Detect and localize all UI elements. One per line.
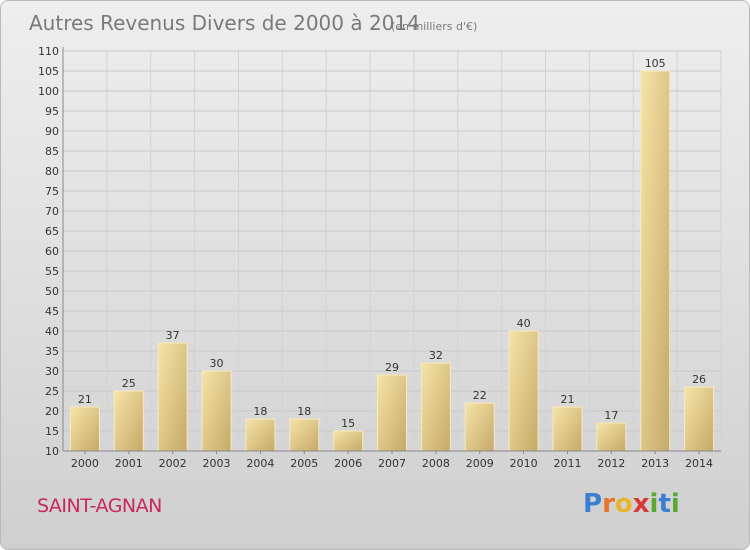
data-label: 26 — [692, 373, 706, 386]
y-tick-label: 70 — [45, 205, 59, 218]
bar — [420, 362, 451, 452]
data-label: 37 — [166, 329, 180, 342]
logo-letter: t — [658, 489, 671, 519]
bar — [464, 402, 495, 452]
y-tick-label: 35 — [45, 345, 59, 358]
proxiti-logo: Proxiti — [583, 489, 680, 519]
y-tick-label: 65 — [45, 225, 59, 238]
bar — [508, 330, 539, 452]
data-label: 105 — [645, 57, 666, 70]
x-tick-label: 2004 — [246, 457, 274, 470]
bar — [69, 406, 100, 452]
logo-letter: i — [649, 489, 659, 519]
x-tick-label: 2007 — [378, 457, 406, 470]
logo-letter: x — [632, 489, 650, 519]
bars — [69, 70, 715, 452]
data-label: 29 — [385, 361, 399, 374]
bar — [113, 390, 144, 452]
data-label: 21 — [560, 393, 574, 406]
y-tick-label: 10 — [45, 445, 59, 458]
x-tick-label: 2003 — [203, 457, 231, 470]
data-label: 30 — [210, 357, 224, 370]
x-tick-label: 2008 — [422, 457, 450, 470]
logo-letter: r — [602, 489, 615, 519]
data-label: 18 — [253, 405, 267, 418]
y-tick-label: 25 — [45, 385, 59, 398]
bar — [640, 70, 671, 452]
data-label: 15 — [341, 417, 355, 430]
bar — [552, 406, 583, 452]
x-tick-label: 2006 — [334, 457, 362, 470]
y-tick-label: 55 — [45, 265, 59, 278]
x-tick-label: 2002 — [159, 457, 187, 470]
y-tick-label: 85 — [45, 145, 59, 158]
data-label: 32 — [429, 349, 443, 362]
bar — [377, 374, 407, 452]
x-tick-label: 2010 — [510, 457, 538, 470]
y-tick-label: 90 — [45, 125, 59, 138]
commune-name: SAINT-AGNAN — [37, 495, 162, 517]
y-tick-label: 50 — [45, 285, 59, 298]
y-tick-label: 20 — [45, 405, 59, 418]
y-tick-label: 75 — [45, 185, 59, 198]
y-tick-label: 40 — [45, 325, 59, 338]
y-tick-label: 110 — [38, 45, 59, 58]
bar — [245, 418, 276, 452]
bar — [684, 386, 715, 452]
x-tick-label: 2012 — [597, 457, 625, 470]
bar — [289, 418, 320, 452]
y-tick-label: 15 — [45, 425, 59, 438]
y-tick-label: 60 — [45, 245, 59, 258]
x-tick-label: 2001 — [115, 457, 143, 470]
x-tick-label: 2013 — [641, 457, 669, 470]
bar — [596, 422, 627, 452]
y-tick-label: 80 — [45, 165, 59, 178]
data-label: 21 — [78, 393, 92, 406]
bar — [201, 370, 232, 452]
data-label: 40 — [517, 317, 531, 330]
y-tick-label: 100 — [38, 85, 59, 98]
data-label: 17 — [604, 409, 618, 422]
x-tick-label: 2000 — [71, 457, 99, 470]
data-label: 25 — [122, 377, 136, 390]
y-tick-label: 95 — [45, 105, 59, 118]
x-tick-label: 2014 — [685, 457, 713, 470]
data-label: 18 — [297, 405, 311, 418]
data-label: 22 — [473, 389, 487, 402]
bar — [157, 342, 188, 452]
y-tick-label: 45 — [45, 305, 59, 318]
logo-letter: i — [670, 489, 680, 519]
chart-title: Autres Revenus Divers de 2000 à 2014 — [29, 11, 420, 35]
axes: 10 15 20 25 30 35 40 45 50 55 60 65 70 75 80 85 90 95 100 1… — [38, 45, 721, 470]
x-tick-label: 2009 — [466, 457, 494, 470]
x-tick-label: 2011 — [553, 457, 581, 470]
chart-subtitle: (en milliers d'€) — [391, 20, 477, 33]
y-tick-label: 30 — [45, 365, 59, 378]
bar — [333, 430, 364, 452]
logo-letter: P — [583, 489, 603, 519]
logo-letter: o — [614, 489, 633, 519]
x-tick-label: 2005 — [290, 457, 318, 470]
y-tick-label: 105 — [38, 65, 59, 78]
